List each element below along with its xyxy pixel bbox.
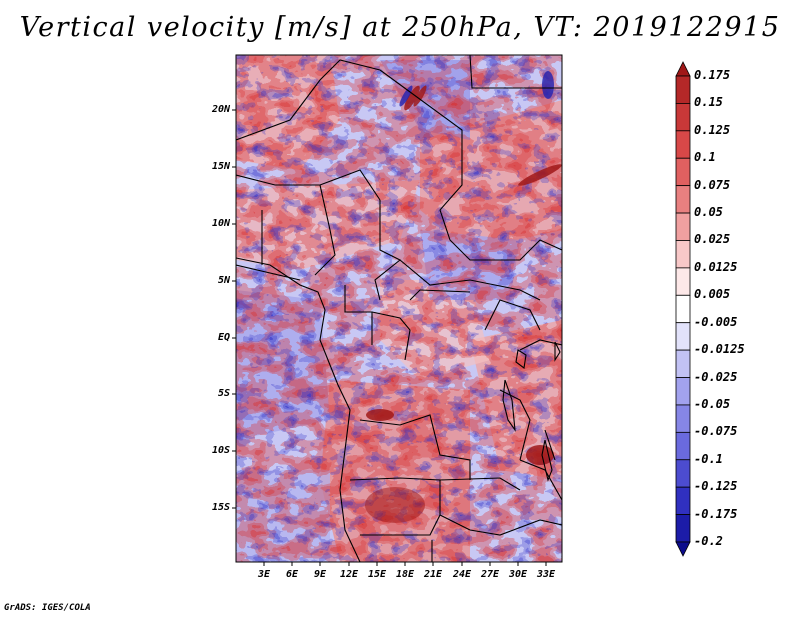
lon-label: 18E <box>395 569 415 580</box>
colorbar-segment <box>675 61 691 77</box>
axis-ticks <box>232 109 547 566</box>
colorbar-label: -0.005 <box>694 314 738 329</box>
colorbar-segment <box>675 103 691 132</box>
colorbar-label: 0.025 <box>694 232 731 247</box>
colorbar-segment <box>675 322 691 351</box>
colorbar-segment <box>675 185 691 214</box>
credit-text: GrADS: IGES/COLA <box>4 603 91 613</box>
colorbar-label: -0.125 <box>694 479 738 494</box>
colorbar-segment <box>675 541 691 557</box>
lon-label: 15E <box>367 569 387 580</box>
colorbar-label: 0.175 <box>694 68 731 82</box>
colorbar-segment <box>675 377 691 406</box>
colorbar-segment <box>675 294 691 324</box>
colorbar-label: -0.2 <box>694 534 723 548</box>
colorbar-label: -0.175 <box>694 506 738 521</box>
coastline <box>236 257 361 562</box>
colorbar-segment <box>675 404 691 433</box>
lat-label: 15S <box>211 502 230 513</box>
lat-label: 5S <box>217 388 230 399</box>
colorbar-label: -0.1 <box>694 451 723 466</box>
map-title: Vertical velocity [m/s] at 250hPa, VT: 2… <box>19 12 781 43</box>
colorbar-label: 0.005 <box>694 287 731 302</box>
lon-label: 6E <box>285 569 299 580</box>
country-borders <box>236 55 562 562</box>
lon-label: 21E <box>423 569 443 580</box>
lon-label: 33E <box>536 569 556 580</box>
colorbar-label: 0.075 <box>694 177 731 192</box>
lon-label: 24E <box>452 569 472 580</box>
lat-label: EQ <box>217 332 230 343</box>
colorbar-segment <box>675 431 691 461</box>
lon-label: 30E <box>508 569 528 580</box>
colorbar-label: -0.05 <box>694 396 731 411</box>
map-plot-area <box>236 55 562 562</box>
colorbar-segment <box>675 486 691 515</box>
lat-label: 10S <box>211 445 230 456</box>
plot-frame <box>235 54 563 563</box>
lon-label: 12E <box>339 569 359 580</box>
lakes <box>502 341 561 482</box>
colorbar-segment <box>675 349 691 378</box>
colorbar-segment <box>675 130 691 159</box>
lon-label: 27E <box>480 569 500 580</box>
colorbar-label: -0.0125 <box>694 342 745 357</box>
lat-label: 15N <box>211 161 230 172</box>
colorbar-label: 0.0125 <box>694 259 738 274</box>
lon-label: 9E <box>313 569 327 580</box>
colorbar-segment <box>675 75 691 104</box>
colorbar-label: 0.1 <box>694 150 716 165</box>
colorbar-segment <box>675 212 691 241</box>
colorbar-label: 0.05 <box>694 205 723 220</box>
colorbar-label: 0.15 <box>694 95 723 110</box>
colorbar <box>675 61 691 557</box>
colorbar-segment <box>675 459 691 488</box>
lon-label: 3E <box>257 569 271 580</box>
lat-label: 20N <box>211 104 230 115</box>
lat-label: 10N <box>211 218 230 229</box>
colorbar-segment <box>675 267 691 296</box>
lat-label: 5N <box>217 275 230 286</box>
colorbar-label: -0.025 <box>694 369 738 384</box>
colorbar-label: -0.075 <box>694 424 738 439</box>
colorbar-label: 0.125 <box>694 122 731 137</box>
colorbar-segment <box>675 157 691 187</box>
colorbar-segment <box>675 240 691 269</box>
colorbar-segment <box>675 514 691 543</box>
